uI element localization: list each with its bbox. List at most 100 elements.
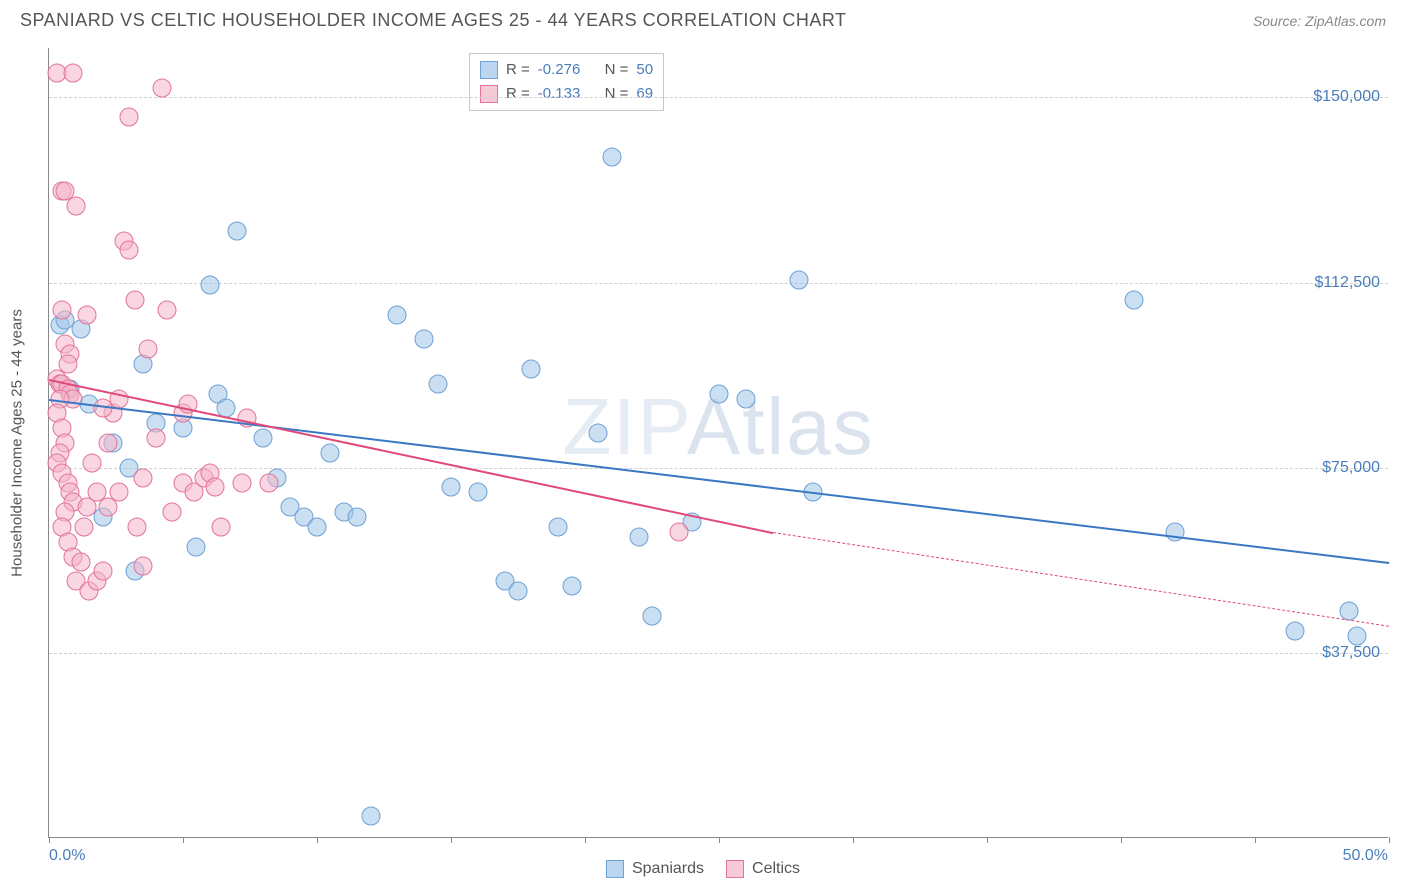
data-point — [133, 557, 152, 576]
data-point — [428, 374, 447, 393]
data-point — [82, 453, 101, 472]
data-point — [66, 197, 85, 216]
data-point — [669, 522, 688, 541]
xtick — [183, 837, 184, 843]
data-point — [562, 577, 581, 596]
y-axis-label: Householder Income Ages 25 - 44 years — [9, 309, 26, 577]
data-point — [549, 517, 568, 536]
data-point — [1339, 601, 1358, 620]
xtick — [49, 837, 50, 843]
ytick-label: $37,500 — [1322, 644, 1380, 662]
data-point — [77, 305, 96, 324]
data-point — [509, 582, 528, 601]
xtick-label: 0.0% — [49, 847, 85, 865]
data-point — [736, 389, 755, 408]
data-point — [147, 429, 166, 448]
data-point — [790, 271, 809, 290]
correlation-legend: R = -0.276 N = 50 R = -0.133 N = 69 — [469, 53, 664, 111]
data-point — [388, 305, 407, 324]
data-point — [128, 517, 147, 536]
data-point — [152, 78, 171, 97]
data-point — [72, 552, 91, 571]
chart-title: SPANIARD VS CELTIC HOUSEHOLDER INCOME AG… — [20, 10, 847, 31]
xtick — [987, 837, 988, 843]
data-point — [139, 340, 158, 359]
swatch-spaniards — [480, 61, 498, 79]
data-point — [227, 221, 246, 240]
xtick — [1255, 837, 1256, 843]
swatch-spaniards — [606, 860, 624, 878]
data-point — [308, 517, 327, 536]
data-point — [321, 443, 340, 462]
swatch-celtics — [726, 860, 744, 878]
data-point — [206, 478, 225, 497]
source-label: Source: ZipAtlas.com — [1253, 13, 1386, 29]
r-label: R = — [506, 58, 530, 82]
data-point — [93, 562, 112, 581]
data-point — [232, 473, 251, 492]
series-legend: Spaniards Celtics — [606, 860, 800, 878]
data-point — [259, 473, 278, 492]
data-point — [643, 606, 662, 625]
data-point — [1286, 621, 1305, 640]
n-value-celtics: 69 — [636, 82, 653, 106]
xtick — [1121, 837, 1122, 843]
data-point — [468, 483, 487, 502]
data-point — [98, 434, 117, 453]
legend-item-celtics: Celtics — [726, 860, 800, 878]
gridline — [49, 468, 1388, 469]
data-point — [442, 478, 461, 497]
data-point — [710, 384, 729, 403]
data-point — [120, 108, 139, 127]
legend-row-celtics: R = -0.133 N = 69 — [480, 82, 653, 106]
data-point — [348, 508, 367, 527]
xtick — [451, 837, 452, 843]
data-point — [157, 300, 176, 319]
data-point — [120, 241, 139, 260]
xtick — [585, 837, 586, 843]
r-label: R = — [506, 82, 530, 106]
gridline — [49, 97, 1388, 98]
xtick — [1389, 837, 1390, 843]
data-point — [1125, 290, 1144, 309]
swatch-celtics — [480, 85, 498, 103]
data-point — [53, 300, 72, 319]
gridline — [49, 283, 1388, 284]
data-point — [211, 517, 230, 536]
legend-item-spaniards: Spaniards — [606, 860, 704, 878]
data-point — [187, 537, 206, 556]
ytick-label: $112,500 — [1314, 274, 1380, 292]
data-point — [133, 468, 152, 487]
n-label: N = — [605, 82, 629, 106]
n-label: N = — [605, 58, 629, 82]
data-point — [415, 330, 434, 349]
legend-label-celtics: Celtics — [752, 860, 800, 878]
data-point — [254, 429, 273, 448]
data-point — [74, 517, 93, 536]
n-value-spaniards: 50 — [636, 58, 653, 82]
xtick — [853, 837, 854, 843]
xtick-label: 50.0% — [1343, 847, 1388, 865]
gridline — [49, 653, 1388, 654]
data-point — [589, 424, 608, 443]
xtick — [719, 837, 720, 843]
data-point — [522, 359, 541, 378]
legend-label-spaniards: Spaniards — [632, 860, 704, 878]
r-value-celtics: -0.133 — [538, 82, 581, 106]
trend-line — [773, 532, 1390, 627]
data-point — [64, 63, 83, 82]
xtick — [317, 837, 318, 843]
legend-row-spaniards: R = -0.276 N = 50 — [480, 58, 653, 82]
data-point — [629, 527, 648, 546]
data-point — [1347, 626, 1366, 645]
ytick-label: $75,000 — [1322, 459, 1380, 477]
ytick-label: $150,000 — [1313, 88, 1380, 106]
data-point — [602, 147, 621, 166]
trend-line — [49, 379, 773, 534]
data-point — [98, 498, 117, 517]
data-point — [58, 355, 77, 374]
data-point — [125, 290, 144, 309]
data-point — [361, 806, 380, 825]
scatter-chart: ZIPAtlas Householder Income Ages 25 - 44… — [48, 48, 1388, 838]
r-value-spaniards: -0.276 — [538, 58, 581, 82]
